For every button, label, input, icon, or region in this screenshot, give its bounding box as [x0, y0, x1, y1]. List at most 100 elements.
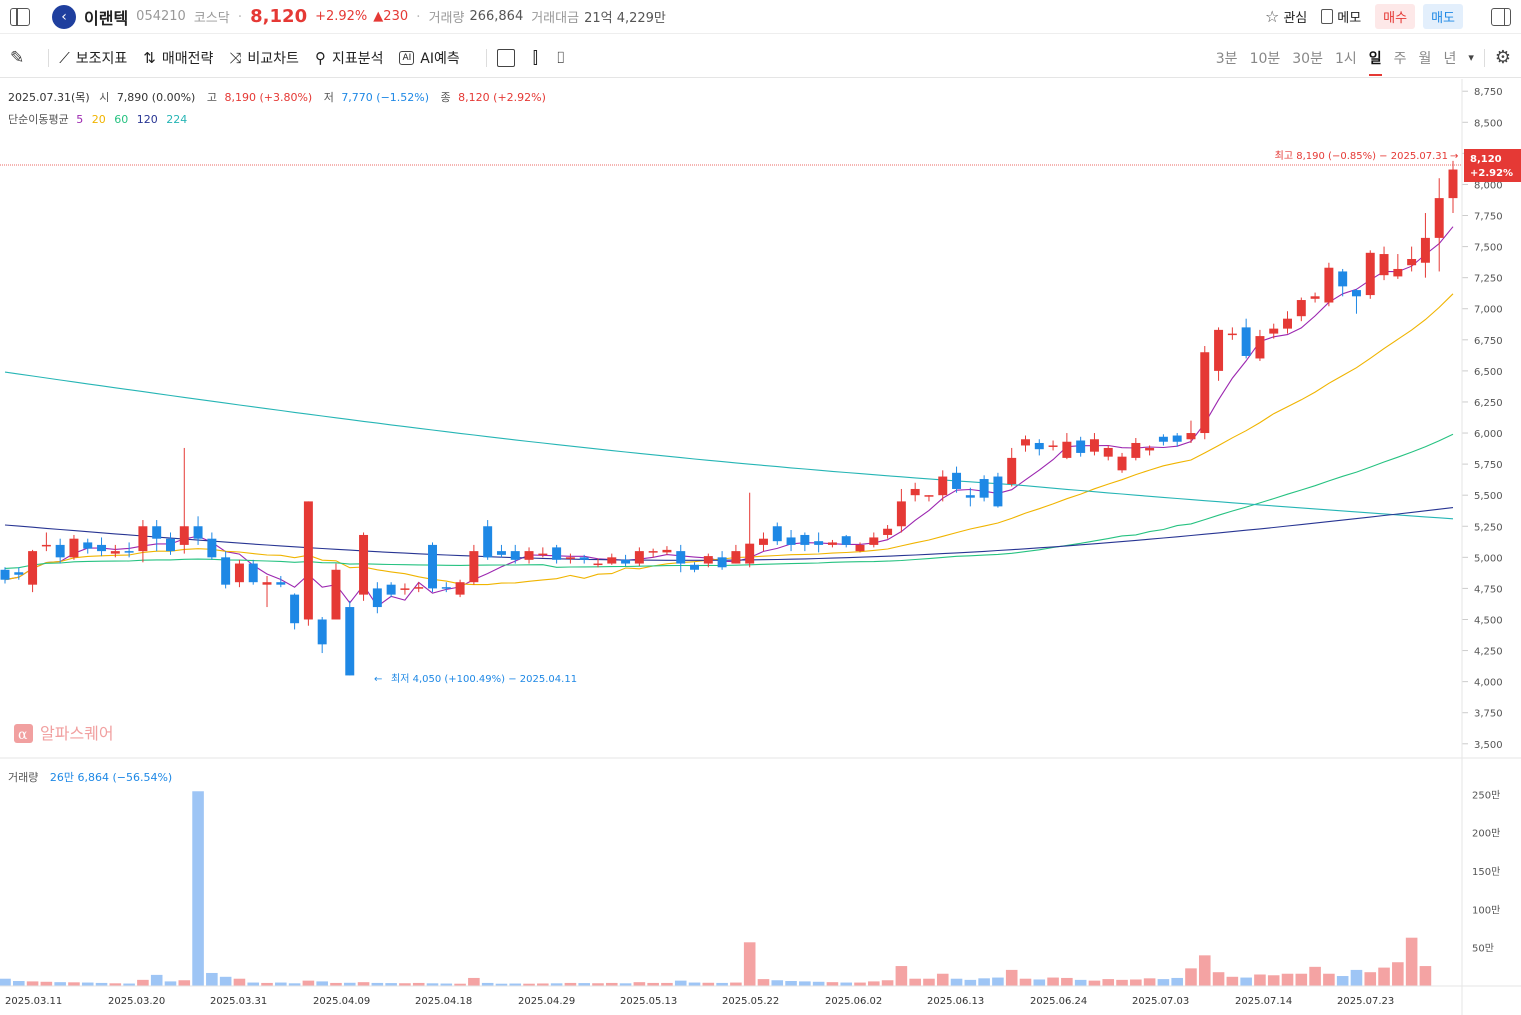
candle-body[interactable]: [965, 495, 975, 498]
candle-body[interactable]: [648, 551, 658, 553]
candle-body[interactable]: [428, 544, 437, 589]
candle-body[interactable]: [455, 582, 465, 595]
candle-body[interactable]: [1172, 435, 1182, 442]
candle-body[interactable]: [483, 526, 493, 558]
candle-body[interactable]: [593, 563, 603, 566]
candle-body[interactable]: [524, 551, 534, 560]
candle-body[interactable]: [441, 587, 451, 589]
candle-body[interactable]: [690, 564, 700, 570]
candle-body[interactable]: [1434, 198, 1444, 238]
candle-body[interactable]: [1103, 447, 1113, 457]
candle-body[interactable]: [193, 526, 203, 539]
candle-body[interactable]: [607, 557, 617, 564]
candle-body[interactable]: [152, 526, 162, 539]
candle-body[interactable]: [55, 544, 65, 558]
period-tab-6[interactable]: 월: [1418, 50, 1432, 67]
candle-body[interactable]: [1351, 290, 1361, 297]
sell-button[interactable]: 매도: [1423, 4, 1463, 29]
candle-body[interactable]: [717, 557, 727, 568]
candle-body[interactable]: [469, 551, 479, 583]
candle-body[interactable]: [1007, 457, 1017, 484]
candle-body[interactable]: [1021, 439, 1030, 446]
candle-body[interactable]: [883, 528, 893, 535]
candle-body[interactable]: [552, 547, 562, 560]
candle-body[interactable]: [28, 551, 38, 585]
candle-body[interactable]: [1158, 436, 1168, 442]
candle-body[interactable]: [1393, 268, 1403, 277]
period-tab-1[interactable]: 10분: [1249, 50, 1281, 67]
chevron-down-icon[interactable]: ▾: [1468, 51, 1474, 64]
candle-body[interactable]: [14, 572, 24, 575]
candle-body[interactable]: [166, 538, 175, 552]
candle-body[interactable]: [869, 537, 879, 545]
candle-body[interactable]: [83, 542, 93, 549]
sidebar-toggle-icon[interactable]: [10, 7, 30, 26]
candle-body[interactable]: [1076, 440, 1086, 453]
candle-body[interactable]: [359, 534, 369, 595]
strategy-button[interactable]: ⇅ 매매전략: [143, 48, 214, 67]
stock-name[interactable]: 이랜텍: [84, 8, 129, 28]
candle-body[interactable]: [1324, 267, 1334, 303]
compare-button[interactable]: ⤨ 비교차트: [229, 48, 299, 67]
candle-body[interactable]: [924, 495, 934, 497]
candle-body[interactable]: [814, 541, 824, 545]
candle-body[interactable]: [979, 479, 989, 498]
buy-button[interactable]: 매수: [1375, 4, 1416, 29]
candle-body[interactable]: [676, 551, 686, 564]
analysis-button[interactable]: ⚲ 지표분석: [314, 48, 384, 67]
candle-body[interactable]: [1145, 447, 1155, 451]
period-tab-4[interactable]: 일: [1368, 48, 1382, 76]
candle-body[interactable]: [138, 526, 148, 552]
candle-body[interactable]: [634, 551, 644, 564]
candle-body[interactable]: [303, 501, 313, 620]
candle-body[interactable]: [221, 557, 231, 585]
candle-body[interactable]: [786, 537, 796, 545]
candle-body[interactable]: [621, 559, 631, 564]
candle-body[interactable]: [276, 582, 286, 585]
candle-body[interactable]: [538, 553, 548, 556]
candle-body[interactable]: [1200, 352, 1210, 434]
candle-body[interactable]: [110, 551, 120, 554]
square-icon[interactable]: [496, 48, 515, 67]
pencil-icon[interactable]: ✎: [10, 47, 25, 68]
candle-body[interactable]: [662, 549, 672, 553]
candle-body[interactable]: [1296, 300, 1306, 317]
candle-body[interactable]: [579, 557, 589, 560]
candle-body[interactable]: [1186, 433, 1196, 440]
candle-body[interactable]: [1227, 333, 1237, 336]
candle-body[interactable]: [0, 569, 10, 580]
candle-body[interactable]: [938, 476, 948, 496]
candle-body[interactable]: [496, 551, 506, 555]
side-panel-icon[interactable]: [1491, 7, 1511, 26]
candle-body[interactable]: [124, 551, 134, 553]
candle-body[interactable]: [1062, 441, 1072, 458]
candle-body[interactable]: [234, 563, 244, 583]
candle-body[interactable]: [1310, 296, 1320, 299]
candle-body[interactable]: [386, 584, 396, 595]
memo-button[interactable]: 메모: [1321, 7, 1361, 26]
candle-body[interactable]: [1255, 336, 1265, 359]
candle-body[interactable]: [758, 538, 768, 545]
candle-body[interactable]: [1448, 169, 1458, 199]
candle-body[interactable]: [910, 488, 920, 496]
candle-body[interactable]: [1365, 252, 1375, 296]
candle-body[interactable]: [1420, 237, 1430, 263]
candle-body[interactable]: [565, 557, 575, 559]
candle-body[interactable]: [1338, 271, 1348, 287]
candle-body[interactable]: [317, 619, 327, 645]
candle-body[interactable]: [248, 563, 258, 583]
candle-body[interactable]: [510, 551, 520, 560]
candle-body[interactable]: [855, 544, 865, 552]
candle-body[interactable]: [1241, 327, 1251, 356]
candle-body[interactable]: [372, 588, 382, 608]
candle-body[interactable]: [731, 551, 741, 564]
candle-body[interactable]: [952, 472, 962, 489]
candle-body[interactable]: [1283, 318, 1292, 329]
candle-body[interactable]: [331, 569, 341, 620]
candlestick-icon[interactable]: ⫿: [532, 47, 538, 67]
candle-body[interactable]: [400, 588, 410, 590]
camera-icon[interactable]: ⌷: [555, 47, 566, 67]
candle-body[interactable]: [1117, 456, 1127, 471]
candle-body[interactable]: [1048, 445, 1058, 447]
candle-body[interactable]: [1089, 439, 1099, 452]
